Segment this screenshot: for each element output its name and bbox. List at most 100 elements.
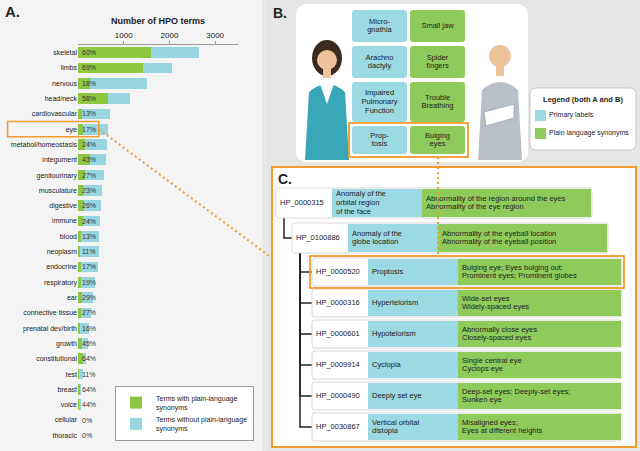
svg-text:eyes: eyes [430, 139, 446, 148]
svg-text:fingers: fingers [426, 61, 449, 70]
svg-text:Abnormality of the eyeball pos: Abnormality of the eyeball position [442, 237, 556, 246]
svg-text:breast: breast [58, 386, 78, 393]
svg-text:Bulging: Bulging [425, 131, 450, 140]
svg-text:Pulmonary: Pulmonary [362, 97, 398, 106]
svg-text:24%: 24% [82, 218, 96, 225]
svg-text:13%: 13% [82, 233, 96, 240]
svg-text:HP_0000490: HP_0000490 [316, 391, 360, 400]
svg-text:19%: 19% [82, 279, 96, 286]
svg-text:Hypotelorism: Hypotelorism [372, 329, 416, 338]
svg-text:cellular: cellular [55, 416, 78, 423]
svg-text:limbs: limbs [61, 64, 78, 71]
svg-text:immune: immune [52, 217, 77, 224]
svg-text:Anomaly of the: Anomaly of the [352, 229, 402, 238]
svg-text:musculature: musculature [39, 187, 77, 194]
svg-text:27%: 27% [82, 172, 96, 179]
svg-text:nervous: nervous [52, 80, 77, 87]
svg-text:23%: 23% [82, 187, 96, 194]
svg-text:skeletal: skeletal [53, 49, 77, 56]
svg-text:Small jaw: Small jaw [421, 21, 454, 30]
svg-text:metabol/homeostasis: metabol/homeostasis [11, 141, 78, 148]
svg-text:Proptosis: Proptosis [372, 267, 404, 276]
svg-text:Misaligned eyes;: Misaligned eyes; [462, 418, 518, 427]
svg-text:26%: 26% [82, 202, 96, 209]
svg-text:27%: 27% [82, 309, 96, 316]
svg-text:18%: 18% [82, 80, 96, 87]
svg-text:digestive: digestive [49, 202, 77, 210]
svg-text:Cyclops eye: Cyclops eye [462, 364, 503, 373]
svg-text:Wide-set eyes: Wide-set eyes [462, 294, 510, 303]
svg-text:Abnormality of the eyeball loc: Abnormality of the eyeball location [442, 229, 556, 238]
svg-text:11%: 11% [82, 248, 96, 255]
svg-text:ear: ear [67, 294, 78, 301]
svg-text:Micro-: Micro- [369, 17, 390, 26]
svg-text:64%: 64% [82, 386, 96, 393]
svg-text:neoplasm: neoplasm [47, 248, 78, 256]
svg-text:constitutional: constitutional [36, 355, 77, 362]
svg-text:HP_0000316: HP_0000316 [316, 298, 360, 307]
svg-text:HP_0100886: HP_0100886 [296, 233, 340, 242]
svg-text:integument: integument [42, 156, 77, 164]
svg-text:thoracic: thoracic [52, 432, 77, 439]
svg-text:eye: eye [66, 126, 77, 134]
svg-text:orbital region: orbital region [336, 198, 379, 207]
svg-text:58%: 58% [82, 95, 96, 102]
svg-text:13%: 13% [82, 110, 96, 117]
svg-text:dactyly: dactyly [368, 61, 392, 70]
svg-text:Legend (both A and B): Legend (both A and B) [543, 95, 623, 104]
svg-text:genitourinary: genitourinary [37, 172, 78, 180]
svg-text:43%: 43% [82, 156, 96, 163]
svg-text:Arachno: Arachno [366, 53, 394, 62]
svg-text:Number of HPO terms: Number of HPO terms [111, 16, 205, 26]
svg-text:11%: 11% [82, 371, 96, 378]
svg-text:17%: 17% [82, 263, 96, 270]
svg-text:Prop-: Prop- [370, 131, 389, 140]
svg-text:Plain language synonyms: Plain language synonyms [549, 129, 629, 137]
svg-text:Sunken eye: Sunken eye [462, 395, 502, 404]
svg-text:Eyes at different heights: Eyes at different heights [462, 426, 543, 435]
svg-text:test: test [66, 371, 77, 378]
svg-text:0%: 0% [82, 417, 92, 424]
svg-text:tosis: tosis [372, 139, 388, 148]
svg-text:Anomaly of the: Anomaly of the [336, 189, 386, 198]
svg-text:Hypertelorism: Hypertelorism [372, 298, 418, 307]
svg-text:Primary labels: Primary labels [549, 111, 594, 119]
svg-text:Deeply set eye: Deeply set eye [372, 391, 422, 400]
svg-text:44%: 44% [82, 401, 96, 408]
svg-text:HP_0000520: HP_0000520 [316, 267, 360, 276]
svg-text:64%: 64% [82, 355, 96, 362]
svg-text:HP_0009914: HP_0009914 [316, 360, 360, 369]
svg-text:0%: 0% [82, 432, 92, 439]
svg-text:Function: Function [365, 106, 394, 115]
svg-text:of the face: of the face [336, 207, 371, 216]
svg-text:Prominent eyes; Prominent glob: Prominent eyes; Prominent globes [462, 271, 577, 280]
svg-text:Abnormality of the region arou: Abnormality of the region around the eye… [426, 194, 566, 203]
svg-text:globe location: globe location [352, 237, 398, 246]
svg-text:respiratory: respiratory [44, 279, 78, 287]
svg-text:Deep-set eyes; Deeply-set eyes: Deep-set eyes; Deeply-set eyes; [462, 387, 570, 396]
svg-text:HP_0000601: HP_0000601 [316, 329, 360, 338]
svg-text:Vertical orbital: Vertical orbital [372, 418, 419, 427]
svg-text:Cyclopia: Cyclopia [372, 360, 402, 369]
svg-text:69%: 69% [82, 64, 96, 71]
svg-text:endocrine: endocrine [46, 263, 77, 270]
svg-text:60%: 60% [82, 49, 96, 56]
svg-text:Closely-spaced eyes: Closely-spaced eyes [462, 333, 531, 342]
svg-text:Spider: Spider [427, 53, 449, 62]
svg-text:3000: 3000 [206, 31, 224, 40]
svg-text:prenatal dev/birth: prenatal dev/birth [23, 325, 77, 333]
svg-text:Single central eye: Single central eye [462, 356, 522, 365]
svg-text:B.: B. [273, 5, 287, 21]
svg-text:24%: 24% [82, 141, 96, 148]
svg-text:C.: C. [278, 171, 292, 187]
svg-text:1000: 1000 [115, 31, 133, 40]
svg-text:Bulging eye; Eyes bulging out;: Bulging eye; Eyes bulging out; [462, 263, 563, 272]
svg-text:HP_0000315: HP_0000315 [280, 198, 324, 207]
svg-text:head/neck: head/neck [45, 95, 78, 102]
svg-text:Abnormality of the eye region: Abnormality of the eye region [426, 202, 524, 211]
svg-text:blood: blood [60, 233, 77, 240]
svg-text:Trouble: Trouble [425, 93, 450, 102]
svg-text:17%: 17% [82, 126, 96, 133]
svg-text:Abnormally close eyes: Abnormally close eyes [462, 325, 537, 334]
svg-text:29%: 29% [82, 294, 96, 301]
